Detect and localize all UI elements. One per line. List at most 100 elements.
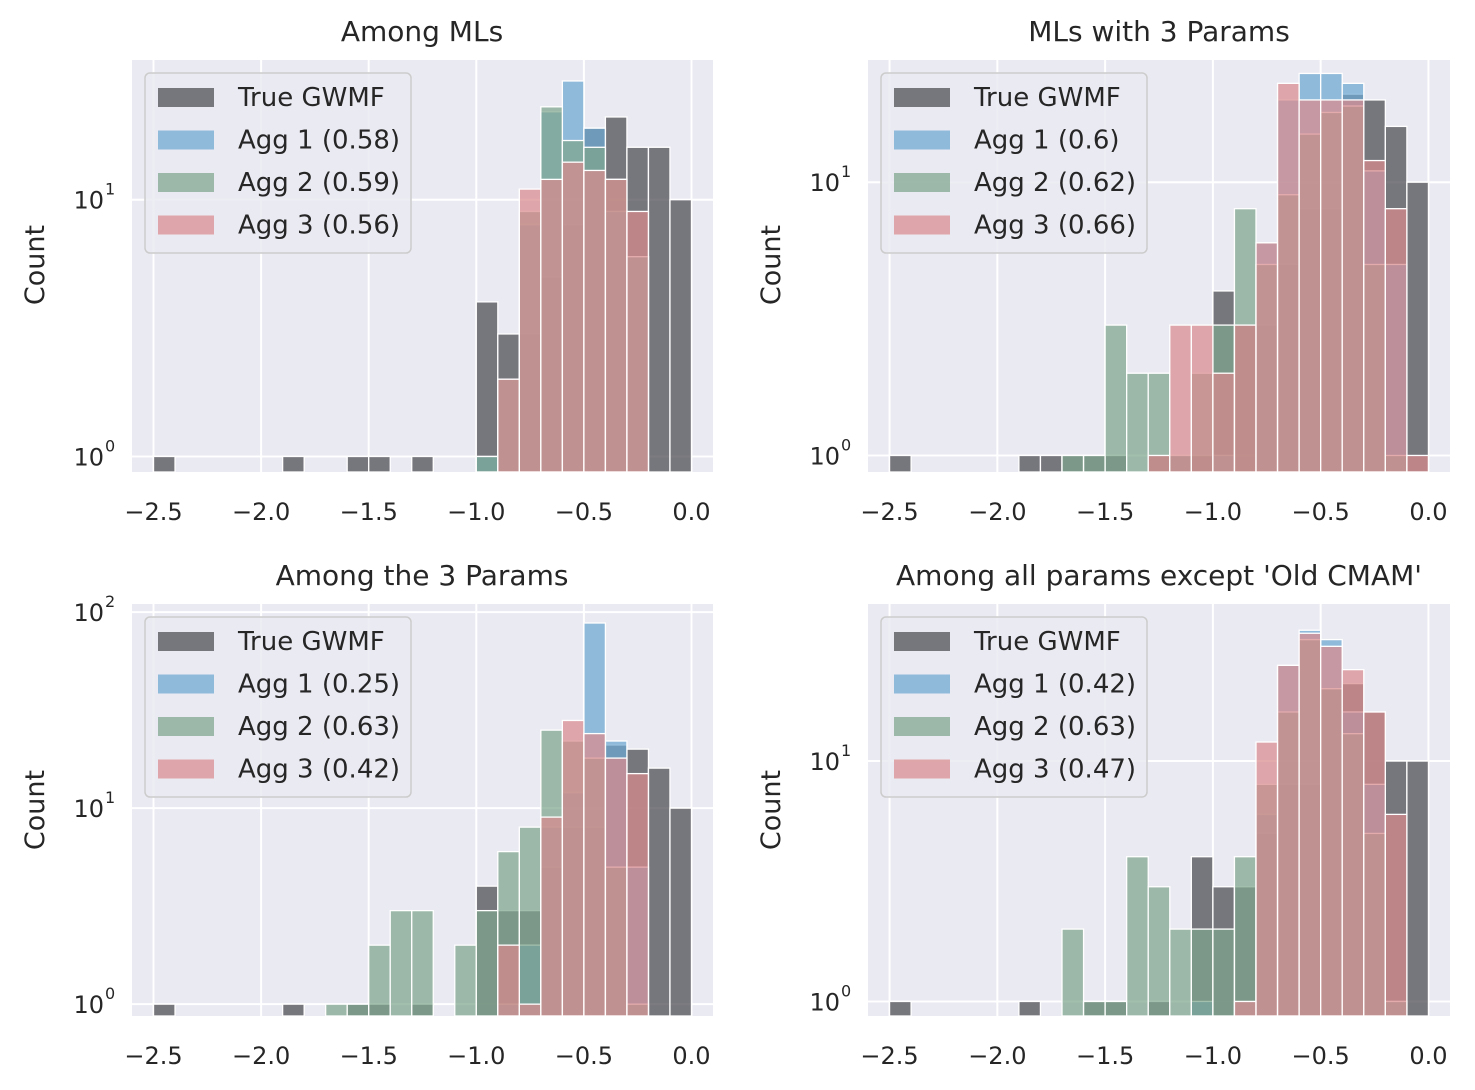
histogram-bar (346, 455, 370, 473)
legend-swatch (894, 215, 950, 235)
x-tick-label: −1.5 (340, 1042, 398, 1070)
legend-label: Agg 2 (0.63) (238, 712, 400, 742)
histogram-bar (1147, 454, 1171, 473)
histogram-bar (1233, 1000, 1257, 1017)
x-tick-label: −1.0 (1184, 1042, 1242, 1070)
histogram-bar (518, 188, 542, 473)
histogram-bar (1363, 159, 1386, 473)
x-tick-label: −2.0 (968, 1042, 1026, 1070)
x-tick-label: 0.0 (672, 1042, 710, 1070)
histogram-bar (325, 1003, 348, 1017)
histogram-bar (1061, 454, 1085, 473)
legend-label: Agg 3 (0.47) (974, 755, 1136, 785)
histogram-bar (1384, 813, 1408, 1017)
histogram-bar (1190, 324, 1214, 473)
legend-swatch (158, 130, 214, 150)
x-tick-label: −1.5 (340, 498, 398, 526)
subplot-mls-with-3-params: MLs with 3 Params Count True GWMF Agg 1 (… (756, 15, 1450, 526)
y-tick-exponent: 0 (841, 435, 851, 454)
legend-label: True GWMF (973, 83, 1121, 113)
histogram-bar (1341, 99, 1365, 473)
histogram-bar (604, 178, 628, 473)
y-tick-label: 10 (809, 442, 840, 470)
x-tick-label: 0.0 (1409, 498, 1447, 526)
legend-swatch (158, 717, 214, 736)
y-tick-exponent: 1 (841, 741, 851, 760)
legend-label: Agg 1 (0.58) (238, 126, 400, 156)
legend-swatch (894, 632, 950, 651)
plot-area (868, 604, 1450, 1017)
subplot-among-all-params-except-old-cmam: Among all params except 'Old CMAM' Count… (756, 559, 1450, 1070)
legend-label: Agg 2 (0.62) (974, 168, 1136, 198)
histogram-bar (475, 909, 499, 1017)
histogram-bar (152, 1003, 176, 1017)
histogram-bar (1363, 711, 1386, 1017)
subplot-title: Among all params except 'Old CMAM' (896, 559, 1422, 592)
y-tick-exponent: 0 (105, 436, 115, 455)
legend-swatch (158, 632, 214, 651)
x-tick-label: −2.0 (232, 498, 290, 526)
y-tick-label: 10 (809, 748, 840, 776)
x-tick-label: −0.5 (1292, 1042, 1350, 1070)
histogram-bar (1255, 741, 1279, 1017)
series-bars (1147, 82, 1430, 473)
y-tick-label: 10 (73, 599, 104, 627)
histogram-bar (411, 909, 434, 1017)
histogram-bar (518, 826, 542, 1017)
series-bars (497, 719, 650, 1017)
x-tick-label: −2.0 (968, 498, 1026, 526)
histogram-bar (626, 210, 650, 473)
histogram-bar (1104, 1000, 1128, 1017)
legend-swatch (158, 215, 214, 235)
legend-label: Agg 1 (0.25) (238, 670, 400, 700)
histogram-bar (368, 944, 391, 1017)
x-tick-label: 0.0 (1409, 1042, 1447, 1070)
x-tick-label: 0.0 (672, 498, 710, 526)
y-tick-exponent: 1 (841, 162, 851, 181)
subplot-among-the-3-params: Among the 3 Params Count True GWMF Agg 1 … (20, 559, 713, 1070)
histogram-bar (540, 816, 564, 1017)
histogram-bar (1126, 856, 1149, 1017)
y-tick-label: 10 (73, 991, 104, 1019)
x-tick-label: −2.5 (860, 498, 918, 526)
legend-frame (880, 616, 1148, 798)
histogram-bar (1018, 454, 1042, 473)
series-bars (497, 161, 650, 473)
histogram-bar (604, 757, 628, 1017)
legend-label: True GWMF (237, 83, 385, 113)
x-tick-label: −1.5 (1076, 498, 1134, 526)
histogram-bar (888, 454, 912, 473)
legend-frame (144, 616, 412, 798)
y-tick-exponent: 0 (841, 981, 851, 1000)
y-tick-label: 10 (809, 169, 840, 197)
histogram-bar (1255, 242, 1279, 473)
x-tick-label: −0.5 (555, 1042, 613, 1070)
histogram-bar (281, 455, 305, 473)
histogram-bar (647, 767, 671, 1017)
histogram-bar (1061, 928, 1085, 1017)
histogram-bar (1298, 632, 1322, 1017)
x-tick-label: −1.5 (1076, 1042, 1134, 1070)
histogram-bar (389, 909, 413, 1017)
histogram-bar (1320, 645, 1343, 1017)
legend-label: Agg 1 (0.42) (974, 670, 1136, 700)
histogram-bar (281, 1003, 305, 1017)
histogram-bar (152, 455, 176, 473)
legend-swatch (894, 717, 950, 736)
legend: True GWMF Agg 1 (0.58) Agg 2 (0.59) Agg 3 (… (144, 72, 412, 254)
histogram-bar (475, 455, 499, 473)
histogram-bar (561, 161, 585, 473)
histogram-bar (1212, 372, 1236, 473)
histogram-bar (1169, 324, 1192, 473)
histogram-bar (1276, 664, 1300, 1017)
histogram-bar (1082, 454, 1106, 473)
y-tick-label: 10 (809, 988, 840, 1016)
histogram-bar (1320, 99, 1343, 473)
histogram-bar (1276, 82, 1300, 473)
histogram-bar (583, 169, 607, 473)
histogram-bar (1406, 454, 1430, 473)
legend-swatch (158, 88, 214, 107)
histogram-bar (669, 807, 693, 1017)
histogram-bar (1018, 1000, 1042, 1017)
